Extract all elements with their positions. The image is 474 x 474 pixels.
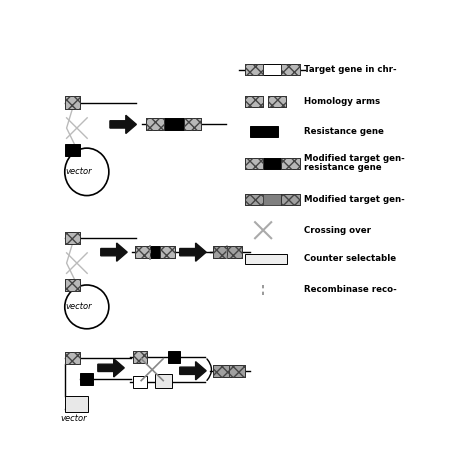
Bar [80,373,93,385]
Polygon shape [180,243,206,261]
Polygon shape [101,243,127,261]
Text: vector: vector [65,302,92,311]
Bar [245,194,263,205]
Bar [282,64,300,75]
Text: Recombinase reco-: Recombinase reco- [303,285,396,294]
Text: Target gene in chr-: Target gene in chr- [303,65,396,74]
Bar [184,118,201,130]
Bar [135,246,150,258]
Bar [228,246,242,258]
Bar [65,231,80,244]
Bar [267,96,286,107]
Bar [150,246,160,258]
Bar [65,279,80,291]
Bar [65,352,80,364]
Bar [282,64,300,75]
Text: Counter selectable: Counter selectable [303,255,396,264]
Bar [135,246,150,258]
Bar [245,254,287,264]
Text: vector: vector [61,414,87,423]
Bar [213,365,229,377]
Bar [263,158,282,169]
Bar [228,246,242,258]
Bar [65,97,80,109]
Text: resistance gene: resistance gene [303,164,381,173]
Bar [245,96,263,107]
Bar [213,246,228,258]
Bar [65,279,80,291]
Bar [133,351,147,363]
Bar [184,118,201,130]
Bar [250,126,278,137]
Bar [245,64,263,75]
Bar [213,365,229,377]
Bar [65,352,80,364]
Bar [65,144,80,156]
Polygon shape [98,359,124,377]
Bar [245,64,263,75]
Bar [267,96,286,107]
Bar [133,376,147,389]
Bar [282,194,300,205]
Bar [263,64,282,75]
Bar [245,158,263,169]
Bar [133,351,147,363]
Text: Crossing over: Crossing over [303,226,371,235]
Bar [282,158,300,169]
Text: Homology arms: Homology arms [303,97,380,106]
Bar [245,96,263,107]
Bar [263,194,282,205]
Bar [168,351,181,363]
Bar [65,97,80,109]
Bar [245,194,263,205]
Bar [282,194,300,205]
Text: vector: vector [65,167,92,176]
Bar [282,158,300,169]
Bar [213,246,228,258]
Bar [229,365,245,377]
Polygon shape [180,362,206,380]
Bar [146,118,164,130]
Bar [229,365,245,377]
Bar [245,158,263,169]
Bar [164,118,184,130]
Text: Modified target gen-: Modified target gen- [303,195,404,204]
Polygon shape [110,115,137,134]
Bar [160,246,175,258]
Bar [155,374,173,389]
Bar [160,246,175,258]
Bar [65,231,80,244]
Bar [65,396,88,412]
Text: Modified target gen-: Modified target gen- [303,155,404,164]
Bar [146,118,164,130]
Text: Resistance gene: Resistance gene [303,127,383,136]
